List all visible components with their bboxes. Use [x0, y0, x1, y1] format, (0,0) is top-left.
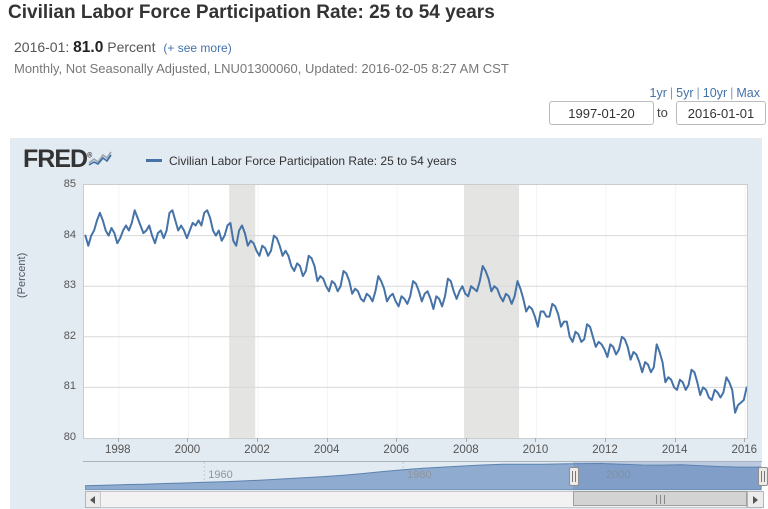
chart-container: FRED® Civilian Labor Force Participation… [10, 138, 768, 509]
x-axis-tick-label: 2000 [174, 444, 201, 456]
fred-logo-sparkline-icon [88, 151, 112, 166]
navigator-year-label: 1980 [407, 469, 432, 481]
x-axis-tick-mark [744, 438, 746, 442]
navigator-top-border [83, 461, 762, 462]
navigator-left-handle[interactable] [568, 467, 579, 486]
navigator-svg [84, 462, 762, 491]
range-link-10yr[interactable]: 10yr [702, 86, 728, 100]
page-title: Civilian Labor Force Participation Rate:… [8, 2, 495, 23]
x-axis-tick-mark [117, 438, 119, 442]
x-axis-tick-mark [326, 438, 328, 442]
x-axis-tick-label: 2012 [592, 444, 618, 456]
range-link-max[interactable]: Max [736, 86, 760, 100]
series-meta: Monthly, Not Seasonally Adjusted, LNU013… [14, 61, 509, 76]
y-axis-tick-label: 84 [63, 228, 76, 241]
range-link-separator: | [696, 86, 700, 100]
x-axis-tick-mark [674, 438, 676, 442]
data-line-series [84, 209, 747, 414]
x-axis-tick-mark [535, 438, 537, 442]
x-axis-tick-mark [257, 438, 259, 442]
x-axis-tick-label: 2004 [313, 444, 340, 456]
start-date-input[interactable] [549, 101, 654, 125]
x-axis-tick-mark [187, 438, 189, 442]
range-link-1yr[interactable]: 1yr [649, 86, 667, 100]
range-shortcut-links: 1yr | 5yr | 10yr | Max [650, 86, 760, 100]
chart-legend: Civilian Labor Force Participation Rate:… [146, 154, 456, 168]
y-axis-tick-label: 83 [63, 279, 76, 292]
registered-mark: ® [87, 152, 92, 160]
plot-area[interactable] [83, 184, 748, 439]
x-axis-tick-label: 2002 [244, 444, 270, 456]
see-more-link[interactable]: (+ see more) [163, 41, 232, 55]
range-link-5yr[interactable]: 5yr [676, 86, 694, 100]
latest-observation: 2016-01: 81.0 Percent (+ see more) [14, 39, 232, 57]
x-axis-tick-label: 2008 [453, 444, 479, 456]
recession-band [229, 185, 256, 438]
x-axis-tick-mark [465, 438, 467, 442]
navigator-selected-range[interactable] [572, 462, 762, 490]
end-date-input[interactable] [676, 101, 766, 125]
legend-line-sample [146, 159, 162, 163]
scrollbar-grip-icon [655, 495, 665, 504]
observation-units: Percent [107, 39, 156, 55]
observation-date: 2016-01: [14, 39, 70, 55]
recession-band [464, 185, 520, 438]
navigator-year-label: 2000 [605, 469, 631, 481]
navigator-right-handle[interactable] [757, 467, 768, 486]
date-range-to-label: to [657, 105, 668, 120]
y-axis-tick-label: 82 [63, 329, 76, 342]
y-axis-tick-label: 80 [63, 431, 76, 443]
x-axis-tick-label: 1998 [105, 444, 131, 456]
x-axis-tick-label: 2014 [661, 444, 688, 456]
fred-logo: FRED® [23, 145, 92, 173]
x-axis-tick-label: 2010 [522, 444, 549, 456]
navigator-year-label: 1960 [208, 469, 233, 481]
range-link-separator: | [730, 86, 734, 100]
navigator-mini-chart[interactable]: 1960 1980 2000 [84, 462, 762, 491]
legend-label: Civilian Labor Force Participation Rate:… [169, 154, 457, 168]
observation-value: 81.0 [73, 39, 104, 56]
x-axis-tick-mark [396, 438, 398, 442]
navigator-area-series [84, 462, 762, 491]
x-axis-tick-mark [605, 438, 607, 442]
x-axis-tick-label: 2016 [731, 444, 758, 456]
y-axis-title: (Percent) [16, 252, 28, 298]
scrollbar-right-arrow[interactable] [747, 491, 764, 508]
y-axis-tick-label: 81 [63, 380, 76, 393]
right-arrow-icon [753, 496, 758, 504]
scrollbar-thumb[interactable] [572, 491, 747, 506]
left-arrow-icon [90, 496, 95, 504]
x-axis-tick-label: 2006 [383, 444, 410, 456]
y-axis-tick-label: 85 [63, 178, 76, 190]
main-chart-svg [84, 185, 747, 438]
range-link-separator: | [669, 86, 674, 100]
